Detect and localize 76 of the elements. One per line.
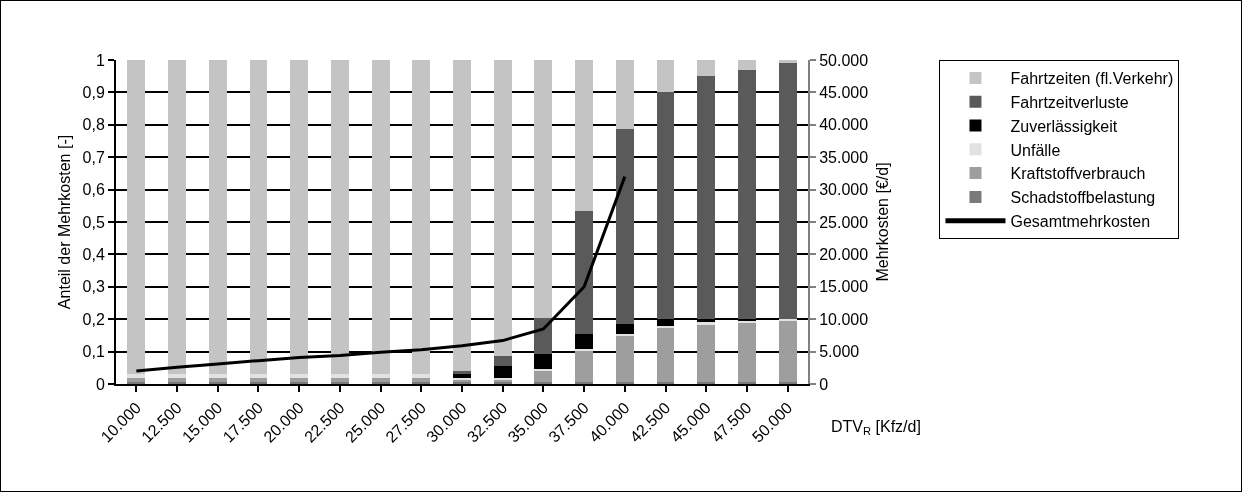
- bar: [615, 323, 634, 334]
- bar: [656, 327, 675, 383]
- bar: [127, 60, 146, 375]
- bar: [249, 374, 268, 378]
- bar: [330, 374, 349, 378]
- y2-tick-label: 40.000: [819, 116, 869, 134]
- bar: [656, 92, 675, 320]
- bar: [412, 60, 431, 375]
- bar: [615, 129, 634, 324]
- bar: [737, 69, 756, 320]
- y2-tick-label: 10.000: [819, 310, 869, 328]
- bar: [330, 60, 349, 375]
- y-tick-label: 0: [95, 375, 105, 393]
- y-tick-label: 0,6: [82, 181, 105, 199]
- y2-tick-label: 35.000: [819, 148, 869, 166]
- bar: [615, 333, 634, 336]
- bar: [371, 60, 390, 375]
- bar: [127, 374, 146, 378]
- y-tick-label: 0,7: [82, 148, 105, 166]
- bar: [656, 60, 675, 93]
- bar: [575, 210, 594, 334]
- y2-tick-label: 30.000: [819, 181, 869, 199]
- bar: [737, 60, 756, 70]
- y2-tick-label: 5.000: [819, 343, 860, 361]
- bar: [778, 60, 797, 64]
- y-tick-label: 0,9: [82, 84, 105, 101]
- bar: [371, 374, 390, 378]
- y-tick-label: 0,8: [82, 116, 105, 134]
- y2-tick-label: 15.000: [819, 278, 869, 296]
- bar: [208, 60, 227, 375]
- bar: [737, 322, 756, 383]
- bar: [697, 76, 716, 320]
- bar: [534, 60, 553, 319]
- bar: [697, 324, 716, 383]
- bar: [615, 335, 634, 383]
- y2-tick-label: 0: [819, 375, 829, 393]
- y-tick-label: 0,1: [82, 343, 105, 361]
- bar: [249, 60, 268, 375]
- legend-label: Kraftstoffverbrauch: [1010, 165, 1146, 183]
- bar: [575, 333, 594, 350]
- bar: [575, 350, 594, 383]
- bar: [575, 60, 594, 211]
- bar: [697, 60, 716, 77]
- y-tick-label: 0,2: [82, 310, 105, 328]
- y-tick-label: 0,4: [82, 246, 105, 263]
- bar: [168, 60, 187, 375]
- bar: [778, 63, 797, 320]
- y-axis-title: Anteil der Mehrkosten [-]: [55, 134, 73, 310]
- y-tick-label: 0,3: [82, 278, 105, 296]
- bar: [534, 353, 553, 370]
- legend-label: Zuverlässigkeit: [1010, 117, 1118, 135]
- bar: [412, 374, 431, 378]
- bar: [290, 374, 309, 378]
- legend-label: Gesamtmehrkosten: [1010, 212, 1151, 230]
- y2-tick-label: 25.000: [819, 213, 869, 231]
- legend-label: Unfälle: [1010, 141, 1061, 159]
- y-tick-label: 1: [95, 51, 105, 69]
- bar: [168, 374, 187, 378]
- bar: [493, 365, 512, 378]
- y2-axis-title: Mehrkosten [€/d]: [874, 162, 892, 282]
- bar: [290, 60, 309, 375]
- legend-label: Fahrtzeitverluste: [1010, 93, 1129, 111]
- y2-tick-label: 20.000: [819, 246, 869, 263]
- bar: [453, 60, 471, 372]
- bar: [778, 320, 797, 383]
- y2-tick-label: 50.000: [819, 51, 869, 69]
- legend-label: Schadstoffbelastung: [1010, 189, 1156, 207]
- x-axis-title: DTV$_{R}$ [Kfz/d]: [831, 418, 921, 438]
- bar: [493, 60, 512, 356]
- bar: [208, 374, 227, 378]
- y2-tick-label: 45.000: [819, 84, 869, 101]
- bar: [534, 370, 553, 383]
- legend-label: Fahrtzeiten (fl.Verkehr): [1010, 70, 1174, 88]
- bar: [615, 60, 634, 130]
- bar: [493, 355, 512, 366]
- y-tick-label: 0,5: [82, 213, 105, 231]
